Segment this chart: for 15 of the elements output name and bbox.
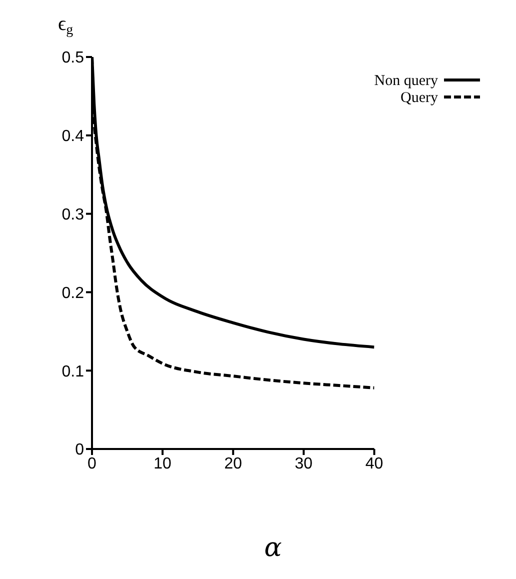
y-tick-label: 0.5 <box>62 50 84 67</box>
x-tick-label: 40 <box>365 455 384 472</box>
x-tick-label: 0 <box>88 455 97 472</box>
y-tick-label: 0 <box>75 442 84 459</box>
x-axis-title: α <box>264 533 282 563</box>
legend-label: Non query <box>374 73 439 90</box>
y-tick-label: 0.4 <box>62 128 84 146</box>
x-tick-label: 10 <box>154 455 172 472</box>
y-tick-label: 0.1 <box>62 363 84 380</box>
y-tick-label: 0.3 <box>62 206 84 224</box>
x-tick-label: 30 <box>294 455 313 472</box>
y-axis-title: ϵ$_{g}$ <box>58 13 74 38</box>
x-tick-label: 20 <box>224 455 242 472</box>
legend-label: Query <box>400 90 439 107</box>
y-tick-label: 0.2 <box>62 284 84 302</box>
